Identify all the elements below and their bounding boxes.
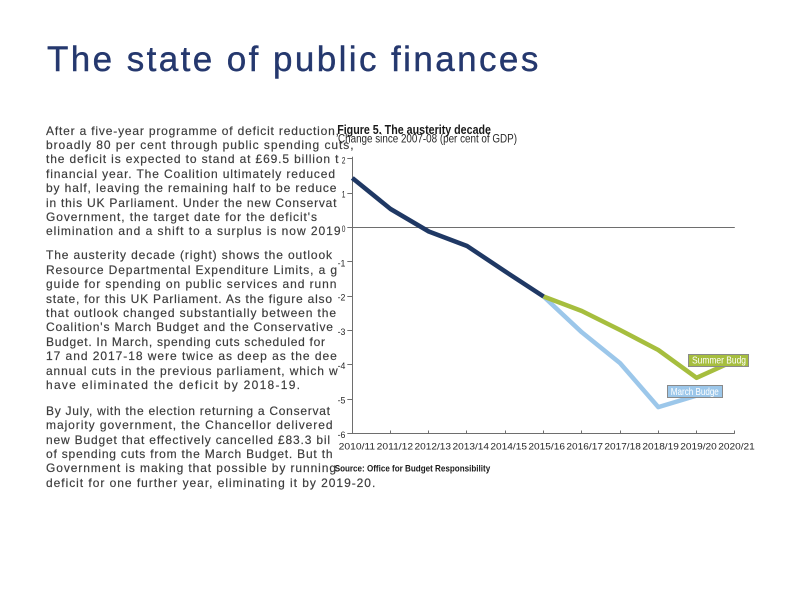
svg-text:1: 1 bbox=[342, 190, 346, 201]
svg-text:2016/17: 2016/17 bbox=[566, 442, 603, 453]
svg-text:2019/20: 2019/20 bbox=[680, 442, 717, 453]
svg-text:-3: -3 bbox=[338, 327, 346, 338]
svg-text:2011/12: 2011/12 bbox=[377, 442, 414, 453]
svg-text:-4: -4 bbox=[338, 361, 346, 372]
svg-text:2: 2 bbox=[342, 155, 346, 166]
svg-text:2010/11: 2010/11 bbox=[339, 442, 376, 453]
svg-text:Summer Budg: Summer Budg bbox=[692, 355, 746, 367]
svg-text:2013/14: 2013/14 bbox=[453, 442, 490, 453]
svg-text:Source: Office for Budget Resp: Source: Office for Budget Responsibility bbox=[335, 464, 491, 475]
svg-text:0: 0 bbox=[342, 224, 346, 235]
svg-text:-5: -5 bbox=[338, 396, 346, 407]
svg-text:-2: -2 bbox=[338, 293, 346, 304]
svg-text:2017/18: 2017/18 bbox=[604, 442, 641, 453]
svg-text:March Budge: March Budge bbox=[671, 386, 719, 398]
svg-text:-1: -1 bbox=[338, 258, 346, 269]
svg-text:2015/16: 2015/16 bbox=[528, 442, 565, 453]
svg-text:2018/19: 2018/19 bbox=[642, 442, 679, 453]
svg-text:Change since 2007-08 (per cent: Change since 2007-08 (per cent of GDP) bbox=[338, 133, 517, 145]
svg-text:2020/21: 2020/21 bbox=[718, 442, 755, 453]
svg-text:Figure 5. The austerity decade: Figure 5. The austerity decade bbox=[337, 122, 491, 137]
svg-text:2012/13: 2012/13 bbox=[415, 442, 452, 453]
svg-text:-6: -6 bbox=[338, 430, 346, 441]
svg-text:2014/15: 2014/15 bbox=[490, 442, 527, 453]
